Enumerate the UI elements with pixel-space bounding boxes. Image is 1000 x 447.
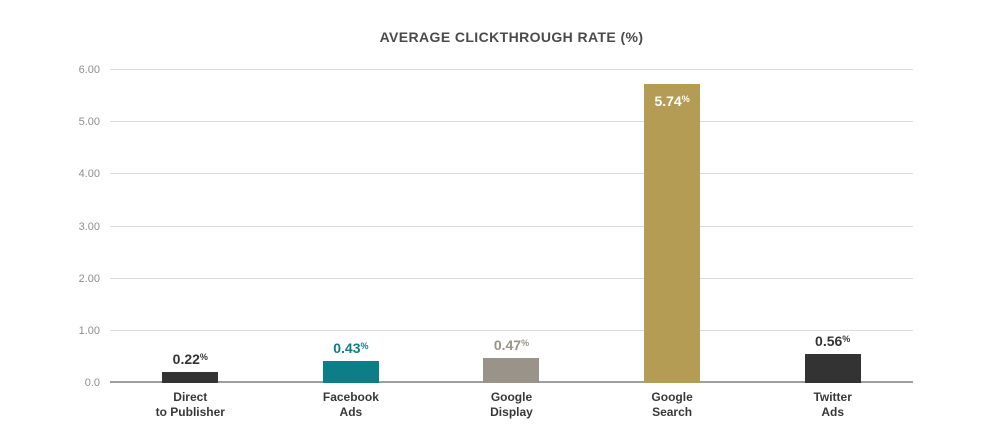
category-label-facebook-ads: Facebook Ads [271, 390, 432, 420]
bar-column-twitter-ads: 0.56% [752, 70, 913, 383]
gridline [110, 173, 913, 175]
category-label-line: Twitter [813, 390, 852, 404]
category-label-line: Display [490, 404, 533, 419]
bar-column-google-search: 5.74% [592, 70, 753, 383]
value-label: 0.43% [333, 339, 369, 356]
bar-direct-to-publisher: 0.22% [162, 351, 219, 383]
bar-google-display: 0.47% [483, 337, 540, 383]
category-label-direct-to-publisher: Direct to Publisher [110, 390, 271, 420]
category-label-google-search: Google Search [592, 390, 753, 420]
percent-sign: % [842, 333, 851, 344]
category-label-line: Google [490, 390, 533, 404]
bar-twitter-ads: 0.56% [804, 333, 861, 383]
y-tick-label: 1.00 [78, 324, 100, 337]
y-tick-label: 2.00 [78, 272, 100, 285]
bar-column-google-display: 0.47% [431, 70, 592, 383]
category-label-line: Ads [339, 404, 363, 419]
category-label-line: Search [652, 404, 693, 419]
percent-sign: % [199, 351, 208, 362]
value-label: 0.56% [815, 332, 851, 349]
y-tick-label: 5.00 [78, 116, 100, 129]
x-axis-category-labels: Direct to Publisher Facebook Ads Google Displ… [110, 390, 913, 420]
chart-title: AVERAGE CLICKTHROUGH RATE (%) [379, 29, 644, 45]
plot-area: 0.22% 0.43% 0.47% 5.74% 0.56% [110, 69, 913, 383]
y-tick-label: 6.00 [78, 64, 100, 76]
gridline [110, 69, 913, 70]
gridline [110, 277, 913, 279]
category-label-line: Facebook [322, 390, 379, 404]
gridline [110, 121, 913, 123]
percent-sign: % [360, 340, 369, 351]
gridline [110, 329, 913, 331]
category-label-twitter-ads: Twitter Ads [752, 390, 913, 420]
category-label-google-display: Google Display [431, 390, 592, 420]
value-label: 5.74% [654, 92, 690, 109]
value-label: 0.22% [172, 350, 208, 367]
y-axis-tick-labels: 6.00 5.00 4.00 3.00 2.00 1.00 0.0 [0, 64, 104, 389]
category-label-line: Ads [821, 404, 844, 419]
category-label-line: to Publisher [155, 404, 225, 419]
value-label: 0.47% [493, 337, 530, 354]
category-label-line: Google [651, 390, 693, 404]
gridline [110, 225, 913, 227]
y-tick-label: 4.00 [78, 168, 100, 181]
bar-google-search: 5.74% [644, 83, 701, 383]
bar-column-direct-to-publisher: 0.22% [110, 70, 271, 383]
y-tick-label: 0.0 [84, 377, 100, 389]
percent-sign: % [521, 338, 530, 349]
category-label-line: Direct [173, 390, 208, 404]
bar-column-facebook-ads: 0.43% [271, 70, 432, 383]
y-tick-label: 3.00 [78, 220, 100, 233]
percent-sign: % [681, 93, 690, 104]
bar-facebook-ads: 0.43% [322, 340, 379, 383]
bars-layer: 0.22% 0.43% 0.47% 5.74% 0.56% [110, 70, 913, 383]
